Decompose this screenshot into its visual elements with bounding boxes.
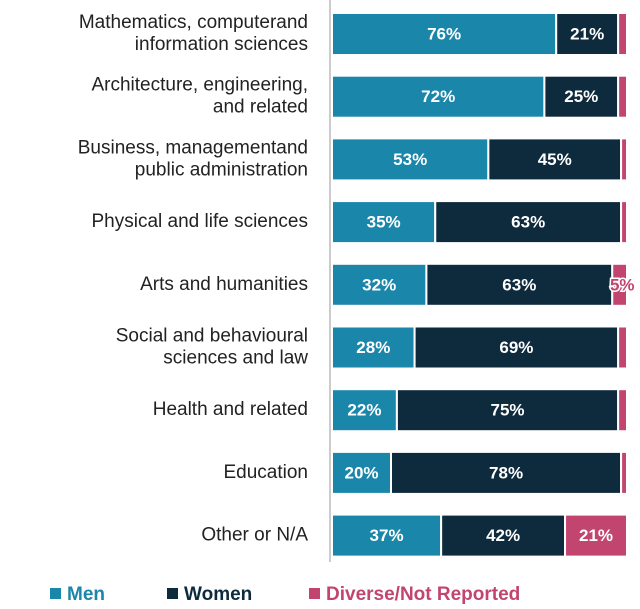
value-label: 21%: [579, 526, 613, 545]
bar-segment: [425, 262, 614, 307]
bar-segment: [620, 137, 628, 182]
bar-segment: [413, 325, 620, 370]
value-label: 32%: [362, 275, 396, 294]
value-label: 63%: [502, 275, 536, 294]
bar-segment: [620, 200, 628, 245]
value-label: 45%: [538, 150, 572, 169]
category-label: Mathematics, computerand information scie…: [79, 12, 308, 55]
bar-segment: [331, 325, 416, 370]
value-label: 21%: [570, 24, 604, 43]
bar-segment: [331, 262, 428, 307]
bar-segment: [620, 450, 628, 495]
value-label: 78%: [489, 463, 523, 482]
category-label: Social and behavioural sciences and law: [116, 326, 309, 369]
legend-label: Women: [184, 584, 252, 605]
value-label: 25%: [564, 87, 598, 106]
bar-segment: [440, 513, 567, 558]
bar-segment: [564, 513, 628, 558]
legend-swatch: [309, 588, 320, 599]
category-label: Education: [223, 462, 308, 483]
legend-swatch: [50, 588, 61, 599]
bar-segment: [617, 74, 629, 119]
bar-segment: [331, 74, 546, 119]
category-label: Business, managementand public administra…: [78, 137, 308, 180]
value-label: 37%: [370, 526, 404, 545]
value-label: 20%: [344, 463, 378, 482]
value-label: 5%: [610, 275, 635, 294]
category-label: Physical and life sciences: [92, 211, 309, 232]
bar-segment: [395, 388, 620, 433]
bar-segment: [331, 388, 398, 433]
legend-label: Diverse/Not Reported: [326, 584, 520, 605]
category-label: Health and related: [153, 399, 308, 420]
bar-segment: [617, 325, 629, 370]
value-label: 76%: [427, 24, 461, 43]
value-label: 63%: [511, 213, 545, 232]
bar-segment: [617, 12, 629, 56]
category-label: Architecture, engineering, and related: [91, 75, 308, 118]
value-label: 28%: [356, 338, 390, 357]
category-label: Other or N/A: [201, 525, 308, 546]
legend-label: Men: [67, 584, 105, 605]
value-label: 22%: [347, 401, 381, 420]
value-label: 42%: [486, 526, 520, 545]
bar-segment: [555, 12, 620, 56]
value-label: 75%: [491, 401, 525, 420]
category-label: Arts and humanities: [140, 274, 308, 295]
value-label: 72%: [421, 87, 455, 106]
value-label: 53%: [393, 150, 427, 169]
bar-segment: [617, 388, 629, 433]
value-label: 69%: [499, 338, 533, 357]
bar-segment: [611, 262, 628, 307]
value-label: 35%: [367, 213, 401, 232]
legend-swatch: [167, 588, 178, 599]
